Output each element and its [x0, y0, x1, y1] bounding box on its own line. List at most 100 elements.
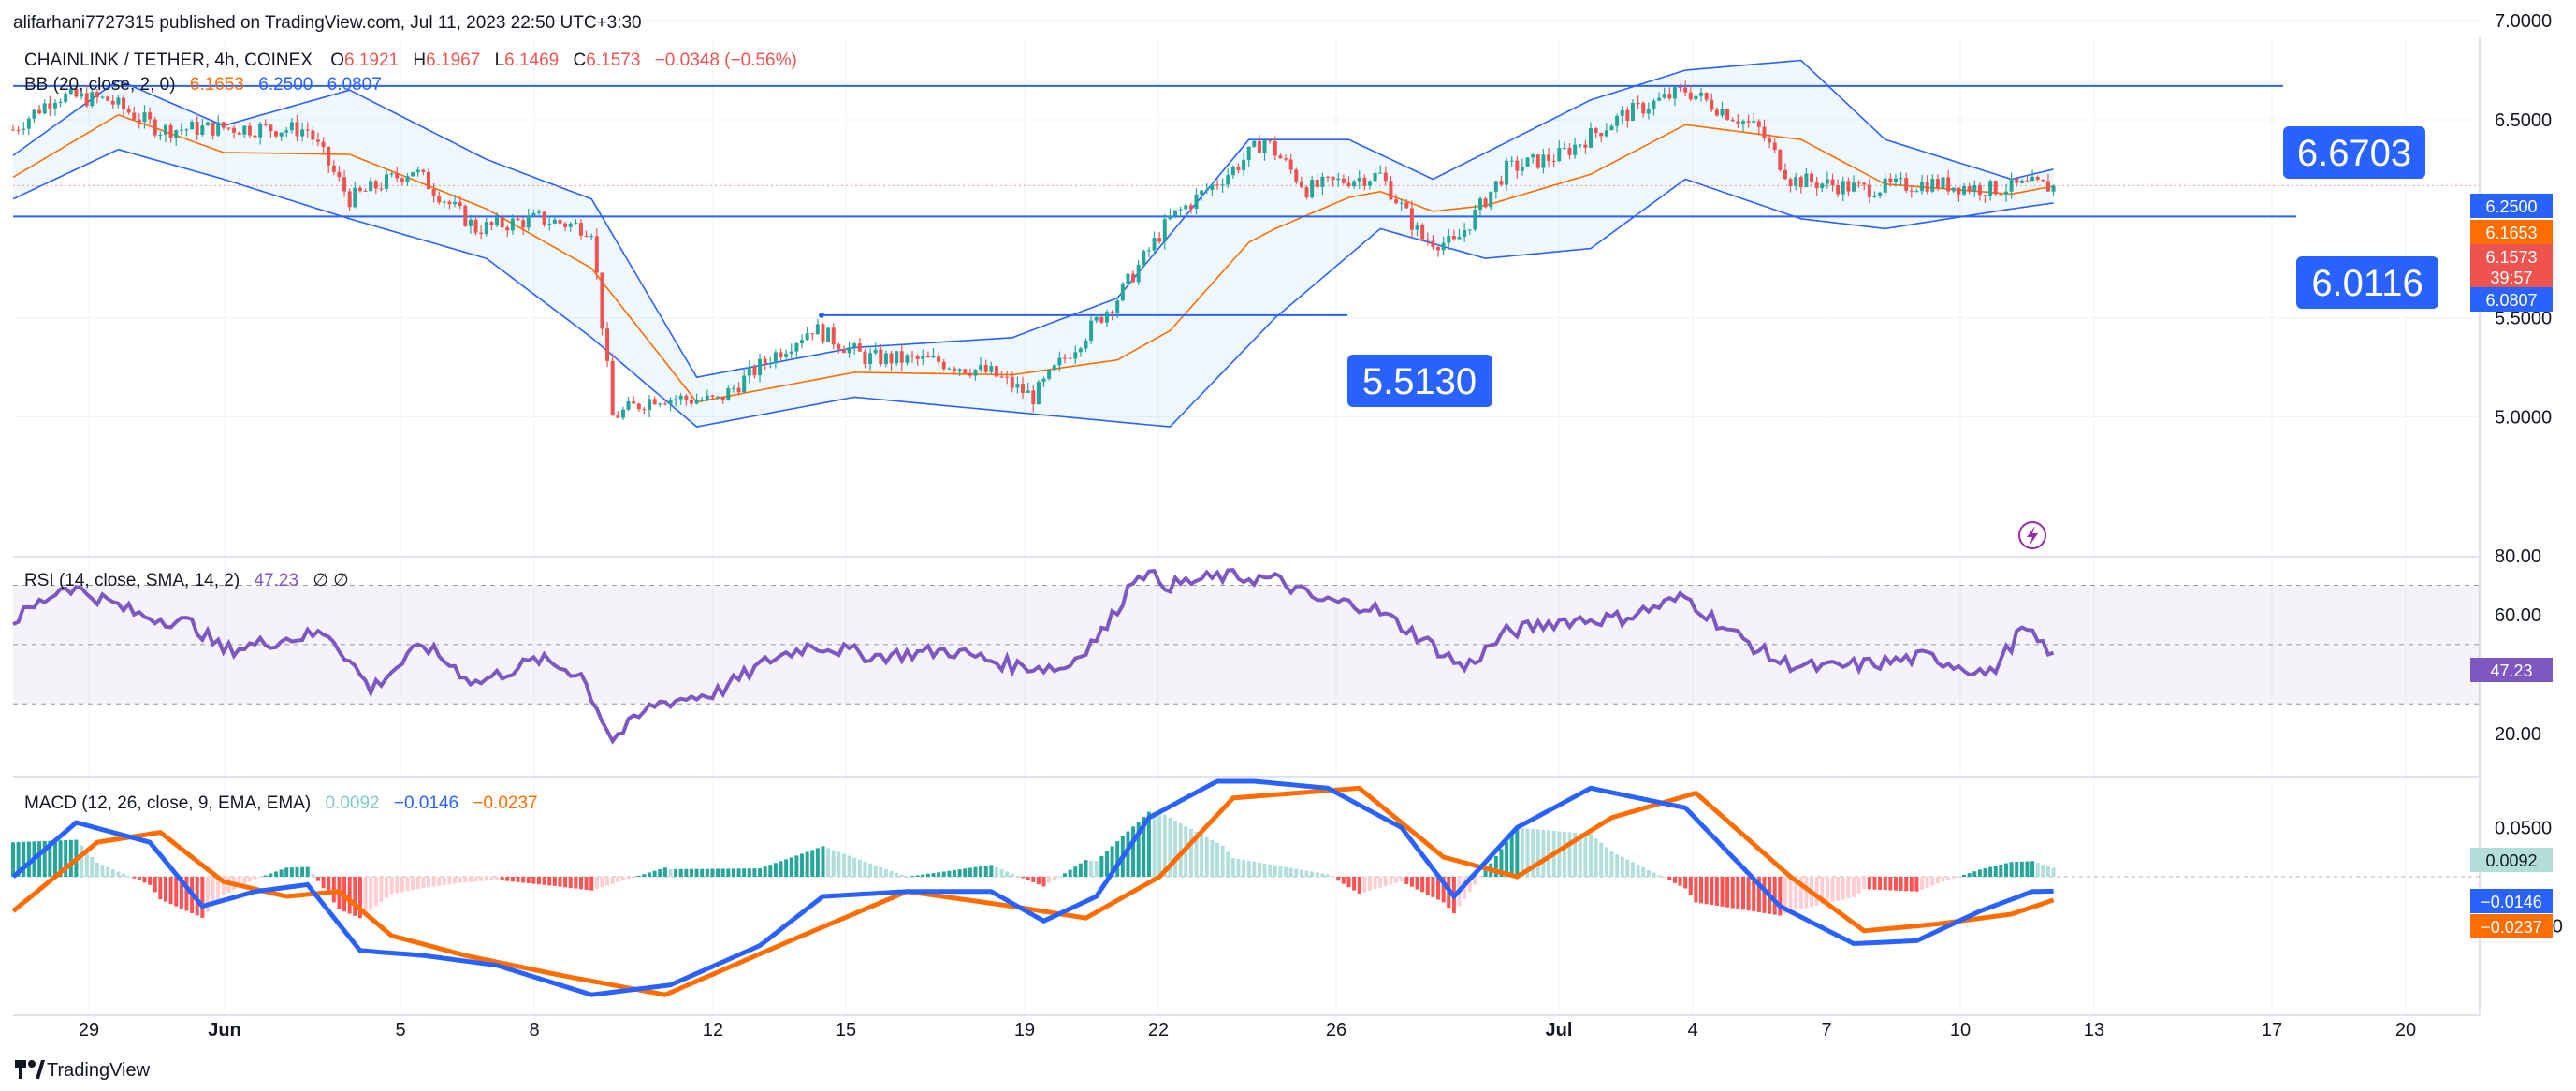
candle-body: [857, 343, 862, 352]
macd-histogram-bar: [578, 877, 583, 890]
macd-histogram-bar: [269, 873, 273, 877]
macd-histogram-bar: [610, 877, 615, 884]
macd-histogram-bar: [1104, 851, 1109, 877]
macd-histogram-bar: [636, 875, 641, 877]
macd-histogram-bar: [879, 866, 883, 877]
candle-body: [168, 124, 173, 138]
candle-body: [1047, 370, 1052, 379]
ohlc-high-key: H: [413, 51, 426, 70]
level-label-6-6703[interactable]: 6.6703: [2283, 126, 2425, 179]
legend-line-bb: BB (20, close, 2, 0) 6.1653 6.2500 6.080…: [24, 75, 382, 95]
macd-histogram-bar: [2025, 861, 2030, 877]
macd-histogram-bar: [1967, 873, 1972, 877]
candle-body: [952, 368, 956, 371]
macd-histogram-bar: [405, 877, 410, 892]
candle-body: [274, 131, 278, 137]
candle-body: [221, 122, 226, 128]
macd-histogram-bar: [1772, 877, 1777, 915]
candle-body: [983, 364, 988, 372]
macd-histogram-bar: [1778, 877, 1783, 916]
candle-body: [841, 349, 846, 354]
candle-body: [1284, 158, 1288, 160]
candle-body: [1694, 95, 1698, 100]
candle-body: [22, 128, 26, 130]
macd-histogram-bar: [1678, 877, 1682, 886]
macd-histogram-bar: [652, 870, 657, 877]
candle-body: [684, 395, 689, 400]
macd-histogram-bar: [321, 877, 326, 889]
macd-line-legend: −0.0146: [394, 793, 458, 813]
macd-histogram-bar: [1431, 877, 1435, 897]
macd-histogram-bar: [179, 877, 183, 909]
symbol-title: CHAINLINK / TETHER, 4h, COINEX: [24, 51, 313, 70]
level-anchor-dot: [819, 312, 824, 318]
macd-histogram-bar: [1846, 877, 1851, 899]
bb-lower-value: 6.0807: [327, 75, 382, 95]
macd-histogram-bar: [1146, 811, 1151, 877]
macd-histogram-bar: [589, 877, 594, 891]
rsi-line: [12, 568, 2055, 745]
horizontal-levels[interactable]: [13, 84, 2480, 318]
macd-histogram-bar: [1547, 830, 1551, 877]
candle-body: [2015, 178, 2019, 183]
bb-basis-tag-bg: [2470, 220, 2553, 244]
macd-histogram-bar: [521, 877, 526, 883]
macd-histogram-bar: [327, 877, 331, 895]
candle-body: [1578, 144, 1582, 146]
macd-histogram-bar: [100, 865, 105, 877]
macd-histogram-bar: [1925, 877, 1929, 888]
time-label: 12: [703, 1020, 723, 1040]
candle-body: [1525, 157, 1530, 167]
time-label: 26: [1326, 1020, 1346, 1040]
macd-histogram-bar: [1999, 864, 2003, 877]
histogram-value-tag: 0.0092: [2485, 851, 2537, 870]
macd-histogram-bar: [168, 877, 173, 905]
bb-lower-line: [12, 148, 2054, 428]
level-label-text: 5.5130: [1362, 361, 1477, 402]
candle-body: [1242, 159, 1246, 170]
lightning-icon[interactable]: [2018, 521, 2046, 549]
candle-body: [1804, 173, 1809, 188]
macd-histogram-bar: [1893, 877, 1898, 891]
macd-histogram-bar: [1173, 820, 1178, 877]
candle-body: [1925, 182, 1929, 192]
candle-body: [1547, 154, 1551, 161]
candle-body: [1562, 147, 1566, 149]
macd-histogram-bar: [831, 850, 836, 877]
macd-histogram-bar: [563, 877, 568, 888]
candle-body: [895, 351, 899, 364]
candle-body: [1883, 178, 1887, 193]
bb-basis-value: 6.1653: [190, 75, 244, 95]
candle-body: [1489, 191, 1493, 208]
macd-histogram-bar: [1415, 877, 1419, 890]
candle-body: [1710, 99, 1714, 110]
macd-histogram-bar: [678, 868, 683, 877]
candle-body: [52, 102, 57, 109]
candle-body: [763, 358, 767, 364]
macd-histogram-bar: [1078, 863, 1083, 877]
candle-body: [1856, 182, 1861, 184]
logo-mark-stem: [19, 1060, 22, 1079]
macd-histogram-bar: [200, 877, 205, 918]
macd-histogram-bar: [1699, 877, 1704, 904]
macd-histogram-bar: [431, 877, 436, 887]
candle-body: [1463, 230, 1467, 238]
candle-body: [994, 366, 998, 377]
macd-histogram-bar: [1746, 877, 1751, 911]
macd-histogram-bar: [1562, 831, 1566, 877]
candle-body: [973, 369, 978, 376]
candle-body: [1026, 390, 1030, 393]
level-label-5-5130[interactable]: 5.5130: [1347, 355, 1492, 407]
macd-histogram-bar: [1788, 877, 1793, 912]
candle-body: [1736, 121, 1740, 124]
candle-body: [1104, 312, 1109, 323]
macd-histogram-bar: [1068, 869, 1072, 877]
macd-histogram-bar: [689, 868, 693, 877]
macd-histogram-bar: [648, 872, 652, 877]
level-label-6-0116[interactable]: 6.0116: [2296, 256, 2438, 309]
macd-histogram-bar: [237, 877, 241, 888]
candle-body: [1389, 181, 1393, 200]
macd-histogram-bar: [1988, 866, 1993, 877]
candle-body: [1431, 240, 1435, 247]
